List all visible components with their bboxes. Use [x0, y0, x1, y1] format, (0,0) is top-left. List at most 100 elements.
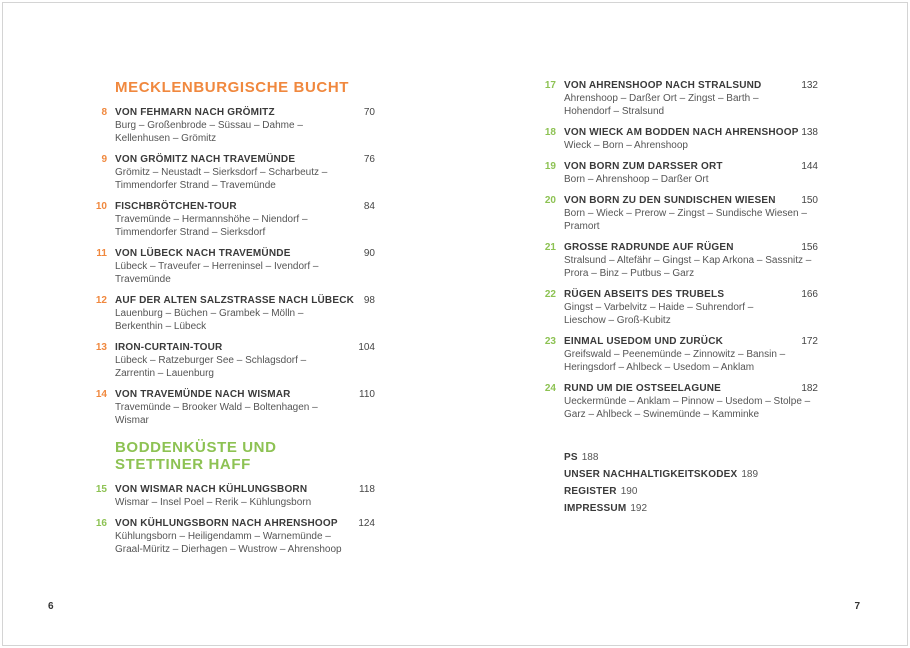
- toc-page-left: MECKLENBURGISCHE BUCHT 8 VON FEHMARN NACH …: [48, 79, 375, 612]
- tour-number: 17: [544, 80, 556, 91]
- footer-link: REGISTER 190: [564, 483, 818, 500]
- footer-page-ref: 189: [741, 469, 759, 480]
- tour-route: Kühlungsborn – Heiligendamm – Warnemünde…: [115, 531, 342, 555]
- tour-number: 22: [544, 289, 556, 300]
- tour-text: VON KÜHLUNGSBORN NACH AHRENSHOOP Kühlungs…: [115, 517, 375, 556]
- tour-route: Wismar – Insel Poel – Rerik – Kühlungsbo…: [115, 497, 312, 508]
- tour-route: Lübeck – Traveufer – Herreninsel – Ivend…: [115, 261, 319, 285]
- toc-entry: 21 GROSSE RADRUNDE AUF RÜGEN Stralsund – A…: [539, 241, 818, 280]
- tour-text: VON FEHMARN NACH GRÖMITZ Burg – Großenbro…: [115, 106, 375, 145]
- tour-title: VON WISMAR NACH KÜHLUNGSBORN: [115, 484, 308, 495]
- tour-number: 18: [544, 127, 556, 138]
- tour-number: 12: [95, 295, 107, 306]
- footer-page-ref: 192: [630, 503, 648, 514]
- toc-section: 17 VON AHRENSHOOP NACH STRALSUND Ahrenshoo…: [539, 79, 818, 421]
- tour-text: VON BORN ZUM DARSSER ORT Born – Ahrenshoo…: [564, 160, 818, 186]
- footer-page-ref: 188: [581, 452, 599, 463]
- tour-text: VON AHRENSHOOP NACH STRALSUND Ahrenshoop …: [564, 79, 818, 118]
- toc-entry: 23 EINMAL USEDOM UND ZURÜCK Greifswald – P…: [539, 335, 818, 374]
- tour-number: 19: [544, 161, 556, 172]
- tour-route: Born – Ahrenshoop – Darßer Ort: [564, 174, 709, 185]
- tour-page-ref: 172: [801, 336, 818, 347]
- tour-title: VON GRÖMITZ NACH TRAVEMÜNDE: [115, 154, 296, 165]
- toc-footer-links: PS 188 UNSER NACHHALTIGKEITSKODEX 189 REGIST…: [564, 449, 818, 517]
- tour-text: IRON-CURTAIN-TOUR Lübeck – Ratzeburger Se…: [115, 341, 375, 380]
- tour-route: Ueckermünde – Anklam – Pinnow – Usedom –…: [564, 396, 811, 420]
- tour-page-ref: 84: [363, 201, 375, 212]
- toc-sections-left: MECKLENBURGISCHE BUCHT 8 VON FEHMARN NACH …: [90, 79, 375, 556]
- tour-number: 24: [544, 383, 556, 394]
- footer-label: IMPRESSUM: [564, 503, 627, 514]
- tour-route: Lübeck – Ratzeburger See – Schlagsdorf –…: [115, 355, 307, 379]
- tour-title: AUF DER ALTEN SALZSTRASSE NACH LÜBECK: [115, 295, 355, 306]
- tour-route: Lauenburg – Büchen – Grambek – Mölln – B…: [115, 308, 304, 332]
- tour-title: EINMAL USEDOM UND ZURÜCK: [564, 336, 724, 347]
- tour-text: RÜGEN ABSEITS DES TRUBELS Gingst – Varbel…: [564, 288, 818, 327]
- tour-page-ref: 118: [359, 484, 375, 495]
- tour-text: AUF DER ALTEN SALZSTRASSE NACH LÜBECK Lau…: [115, 294, 375, 333]
- tour-title: VON FEHMARN NACH GRÖMITZ: [115, 107, 275, 118]
- tour-title: GROSSE RADRUNDE AUF RÜGEN: [564, 242, 734, 253]
- tour-text: EINMAL USEDOM UND ZURÜCK Greifswald – Pee…: [564, 335, 818, 374]
- toc-entry: 10 FISCHBRÖTCHEN-TOUR Travemünde – Hermann…: [90, 200, 375, 239]
- toc-entry: 24 RUND UM DIE OSTSEELAGUNE Ueckermünde – …: [539, 382, 818, 421]
- tour-route: Greifswald – Peenemünde – Zinnowitz – Ba…: [564, 349, 786, 373]
- tour-number: 9: [101, 154, 107, 165]
- toc-section: BODDENKÜSTE UND STETTINER HAFF 15 VON WISM…: [90, 439, 375, 556]
- tour-page-ref: 132: [801, 80, 818, 91]
- footer-label: UNSER NACHHALTIGKEITSKODEX: [564, 469, 738, 480]
- tour-number: 10: [95, 201, 107, 212]
- tour-title: VON BORN ZU DEN SUNDISCHEN WIESEN: [564, 195, 776, 206]
- tour-title: RUND UM DIE OSTSEELAGUNE: [564, 383, 722, 394]
- tour-route: Grömitz – Neustadt – Sierksdorf – Scharb…: [115, 167, 328, 191]
- tour-title: VON TRAVEMÜNDE NACH WISMAR: [115, 389, 291, 400]
- tour-page-ref: 90: [363, 248, 375, 259]
- tour-text: FISCHBRÖTCHEN-TOUR Travemünde – Hermannsh…: [115, 200, 375, 239]
- toc-entry: 12 AUF DER ALTEN SALZSTRASSE NACH LÜBECK L…: [90, 294, 375, 333]
- tour-route: Burg – Großenbrode – Süssau – Dahme – Ke…: [115, 120, 303, 144]
- tour-number: 8: [101, 107, 107, 118]
- page-number-right: 7: [854, 601, 860, 612]
- toc-entry: 19 VON BORN ZUM DARSSER ORT Born – Ahrensh…: [539, 160, 818, 186]
- section-heading: MECKLENBURGISCHE BUCHT: [115, 79, 350, 96]
- toc-entry: 15 VON WISMAR NACH KÜHLUNGSBORN Wismar – I…: [90, 483, 375, 509]
- toc-entry: 17 VON AHRENSHOOP NACH STRALSUND Ahrenshoo…: [539, 79, 818, 118]
- tour-page-ref: 124: [358, 518, 375, 529]
- section-heading: BODDENKÜSTE UND STETTINER HAFF: [115, 439, 277, 473]
- tour-title: VON LÜBECK NACH TRAVEMÜNDE: [115, 248, 291, 259]
- tour-title: VON WIECK AM BODDEN NACH AHRENSHOOP: [564, 127, 799, 138]
- tour-page-ref: 104: [358, 342, 375, 353]
- tour-text: VON WISMAR NACH KÜHLUNGSBORN Wismar – Ins…: [115, 483, 375, 509]
- tour-text: VON LÜBECK NACH TRAVEMÜNDE Lübeck – Trave…: [115, 247, 375, 286]
- tour-route: Stralsund – Altefähr – Gingst – Kap Arko…: [564, 255, 812, 279]
- tour-page-ref: 110: [359, 389, 375, 400]
- tour-page-ref: 182: [801, 383, 818, 394]
- tour-title: VON AHRENSHOOP NACH STRALSUND: [564, 80, 762, 91]
- tour-page-ref: 138: [801, 127, 818, 138]
- tour-route: Born – Wieck – Prerow – Zingst – Sundisc…: [564, 208, 807, 232]
- footer-page-ref: 190: [620, 486, 638, 497]
- tour-number: 13: [95, 342, 107, 353]
- toc-entry: 16 VON KÜHLUNGSBORN NACH AHRENSHOOP Kühlun…: [90, 517, 375, 556]
- tour-page-ref: 98: [363, 295, 375, 306]
- toc-entry: 11 VON LÜBECK NACH TRAVEMÜNDE Lübeck – Tra…: [90, 247, 375, 286]
- footer-link: IMPRESSUM 192: [564, 500, 818, 517]
- tour-number: 20: [544, 195, 556, 206]
- tour-page-ref: 166: [801, 289, 818, 300]
- toc-entry: 18 VON WIECK AM BODDEN NACH AHRENSHOOP Wie…: [539, 126, 818, 152]
- toc-entry: 13 IRON-CURTAIN-TOUR Lübeck – Ratzeburger …: [90, 341, 375, 380]
- footer-label: PS: [564, 452, 578, 463]
- tour-text: RUND UM DIE OSTSEELAGUNE Ueckermünde – An…: [564, 382, 818, 421]
- tour-title: VON KÜHLUNGSBORN NACH AHRENSHOOP: [115, 518, 338, 529]
- toc-sections-right: 17 VON AHRENSHOOP NACH STRALSUND Ahrenshoo…: [539, 79, 818, 421]
- tour-title: RÜGEN ABSEITS DES TRUBELS: [564, 289, 725, 300]
- tour-number: 21: [544, 242, 556, 253]
- tour-page-ref: 156: [801, 242, 818, 253]
- tour-page-ref: 76: [363, 154, 375, 165]
- toc-entry: 14 VON TRAVEMÜNDE NACH WISMAR Travemünde –…: [90, 388, 375, 427]
- tour-page-ref: 70: [363, 107, 375, 118]
- tour-route: Gingst – Varbelvitz – Haide – Suhrendorf…: [564, 302, 754, 326]
- tour-route: Travemünde – Brooker Wald – Boltenhagen …: [115, 402, 318, 426]
- tour-text: VON WIECK AM BODDEN NACH AHRENSHOOP Wieck…: [564, 126, 818, 152]
